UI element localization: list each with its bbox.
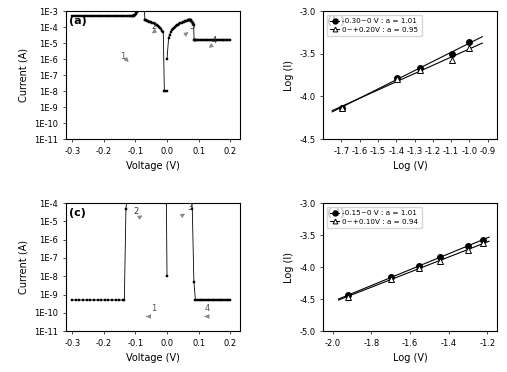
- Text: 2: 2: [134, 207, 139, 216]
- Text: 1: 1: [151, 304, 157, 313]
- Text: 2: 2: [152, 22, 157, 31]
- Text: 3: 3: [190, 22, 195, 31]
- Y-axis label: Current (A): Current (A): [19, 48, 29, 102]
- Text: (d): (d): [327, 208, 345, 218]
- Legend: -0.30~0 V : a = 1.01, 0~+0.20V : a = 0.95: -0.30~0 V : a = 1.01, 0~+0.20V : a = 0.9…: [327, 15, 422, 36]
- Legend: -0.15~0 V : a = 1.01, 0~+0.10V : a = 0.94: -0.15~0 V : a = 1.01, 0~+0.10V : a = 0.9…: [327, 207, 422, 228]
- Text: 4: 4: [205, 304, 210, 313]
- Text: (b): (b): [327, 16, 345, 26]
- X-axis label: Voltage (V): Voltage (V): [126, 161, 180, 171]
- X-axis label: Log (V): Log (V): [392, 161, 427, 171]
- Y-axis label: Log (I): Log (I): [283, 60, 294, 91]
- Text: 3: 3: [188, 203, 193, 212]
- Y-axis label: Current (A): Current (A): [19, 240, 29, 294]
- Text: (c): (c): [69, 208, 86, 218]
- Text: (a): (a): [69, 16, 87, 26]
- X-axis label: Voltage (V): Voltage (V): [126, 353, 180, 363]
- X-axis label: Log (V): Log (V): [392, 353, 427, 363]
- Y-axis label: Log (I): Log (I): [283, 251, 294, 283]
- Text: 4: 4: [212, 36, 217, 45]
- Text: 1: 1: [120, 52, 125, 61]
